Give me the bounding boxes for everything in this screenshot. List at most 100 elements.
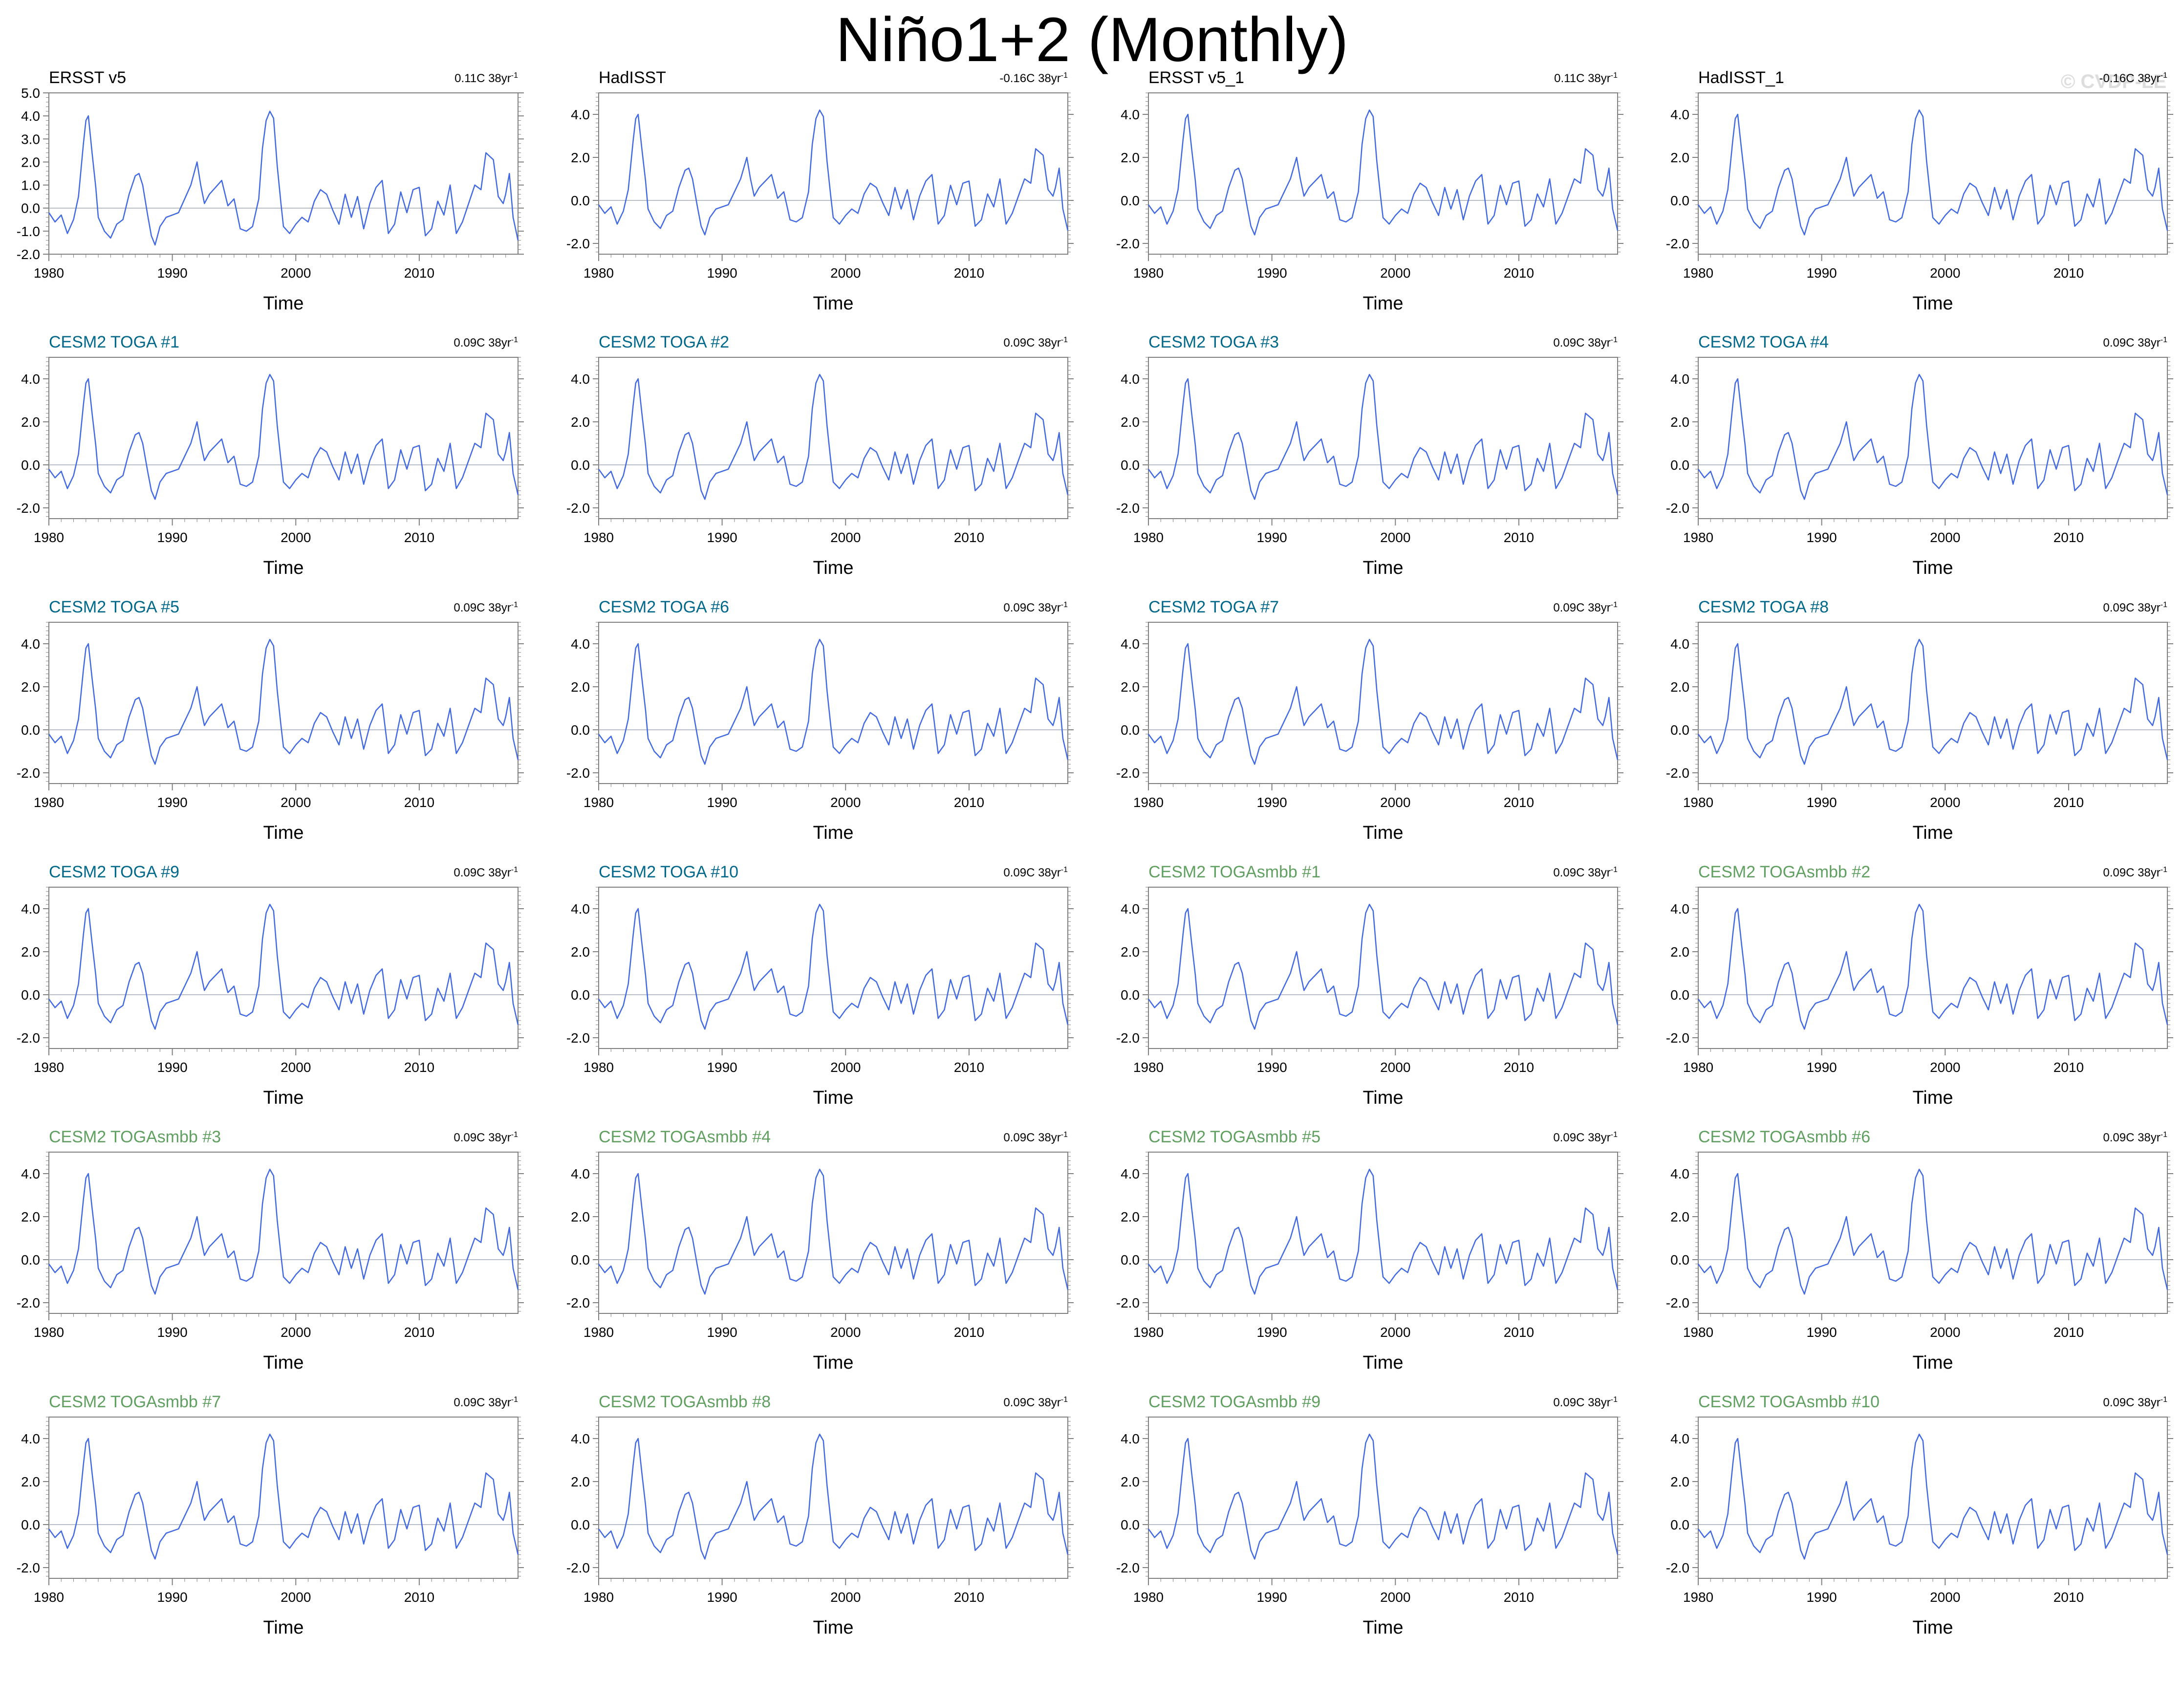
plot-frame	[598, 1417, 1068, 1579]
chart-svg: 4.0 2.0 0.0 -2.0 1980 1990 2000 2010	[17, 887, 524, 1075]
y-tick-label: 0.0	[1670, 987, 1689, 1003]
panel-title: CESM2 TOGA #1	[49, 333, 180, 351]
y-tick-label: 0.0	[571, 458, 590, 473]
panel-title: HadISST_1	[1698, 68, 1784, 87]
x-tick-label: 2010	[1504, 265, 1534, 281]
chart-panel: CESM2 TOGA #8 0.09C 38yr-1 4.0 2.0 0.0 -2.0 19…	[1649, 578, 2184, 843]
trend-exponent: -1	[2160, 1396, 2167, 1404]
chart-svg: 4.0 2.0 0.0 -2.0 1980 1990 2000 2010	[1666, 887, 2173, 1075]
x-tick-label: 1990	[707, 1060, 737, 1075]
x-tick-label: 2000	[281, 530, 311, 545]
x-tick-label: 1980	[1133, 265, 1164, 281]
series-line	[598, 1433, 1069, 1560]
trend-exponent: -1	[1610, 1396, 1618, 1404]
trend-value: 0.09C 38yr	[2103, 1396, 2161, 1409]
y-tick-label: -2.0	[1666, 501, 1689, 516]
x-tick-label: 1980	[1683, 265, 1713, 281]
x-tick-label: 1980	[1683, 530, 1713, 545]
y-tick-label: 2.0	[21, 679, 40, 695]
x-tick-label: 1990	[1806, 1590, 1837, 1605]
trend-label: 0.09C 38yr-1	[1553, 336, 1618, 350]
series-line	[48, 110, 519, 246]
panel-title: CESM2 TOGAsmbb #9	[1148, 1393, 1321, 1411]
x-axis-title: Time	[1912, 1617, 1953, 1638]
x-tick-label: 2010	[2054, 1325, 2084, 1340]
x-axis-title: Time	[813, 1088, 854, 1108]
trend-label: 0.09C 38yr-1	[1553, 1396, 1618, 1410]
plot-frame	[1698, 92, 2168, 255]
y-tick-label: 2.0	[571, 1474, 590, 1489]
y-tick-label: 0.0	[571, 193, 590, 208]
x-tick-label: 2000	[830, 1060, 861, 1075]
x-axis-title: Time	[1912, 1353, 1953, 1373]
y-tick-label: 4.0	[571, 371, 590, 387]
trend-label: 0.09C 38yr-1	[1003, 601, 1068, 615]
y-tick-label: 2.0	[21, 154, 40, 170]
x-tick-label: 2000	[830, 530, 861, 545]
x-tick-label: 2010	[404, 795, 434, 810]
y-tick-label: 2.0	[1121, 1209, 1140, 1224]
y-tick-label: 5.0	[21, 86, 40, 101]
chart-svg: 5.0 4.0 3.0 2.0 1.0 0.0 -1.0 -2.0 1980 1990 2000 20…	[17, 86, 524, 281]
y-tick-label: 2.0	[21, 415, 40, 430]
x-tick-label: 2000	[830, 795, 861, 810]
chart-panel: CESM2 TOGA #10 0.09C 38yr-1 4.0 2.0 0.0 -2.0 1…	[550, 843, 1087, 1108]
x-tick-label: 2000	[1930, 530, 1960, 545]
series-line	[48, 1433, 519, 1560]
chart-panel: CESM2 TOGAsmbb #1 0.09C 38yr-1 4.0 2.0 0.0 -2…	[1100, 843, 1637, 1108]
panel-title: CESM2 TOGA #3	[1148, 333, 1279, 351]
trend-label: 0.09C 38yr-1	[454, 336, 518, 350]
plot-frame	[1698, 1152, 2168, 1314]
y-tick-label: -2.0	[1666, 765, 1689, 781]
y-tick-label: -2.0	[17, 765, 40, 781]
panel-title: CESM2 TOGAsmbb #3	[49, 1128, 221, 1146]
trend-label: 0.09C 38yr-1	[1553, 1131, 1618, 1145]
y-tick-label: -2.0	[17, 501, 40, 516]
x-axis-title: Time	[813, 823, 854, 843]
x-tick-label: 1990	[1256, 265, 1287, 281]
y-tick-label: 4.0	[1121, 371, 1140, 387]
y-tick-label: 2.0	[571, 944, 590, 960]
x-tick-label: 1980	[584, 795, 614, 810]
y-tick-label: 0.0	[1121, 193, 1140, 208]
trend-exponent: -1	[1060, 1131, 1068, 1139]
y-tick-label: 4.0	[571, 901, 590, 917]
x-tick-label: 2010	[1504, 795, 1534, 810]
plot-frame	[1148, 1417, 1618, 1579]
x-tick-label: 2000	[830, 1325, 861, 1340]
plot-frame	[1148, 887, 1618, 1049]
trend-value: 0.09C 38yr	[1553, 1131, 1611, 1144]
chart-panel: CESM2 TOGA #3 0.09C 38yr-1 4.0 2.0 0.0 -2.0 19…	[1100, 313, 1637, 578]
chart-svg: 4.0 2.0 0.0 -2.0 1980 1990 2000 2010	[566, 622, 1074, 810]
trend-value: 0.09C 38yr	[2103, 866, 2161, 879]
x-tick-label: 2000	[1930, 265, 1960, 281]
trend-exponent: -1	[1060, 866, 1068, 874]
chart-svg: 4.0 2.0 0.0 -2.0 1980 1990 2000 2010	[566, 887, 1074, 1075]
x-tick-label: 1990	[1256, 1590, 1287, 1605]
y-tick-label: 4.0	[21, 1431, 40, 1446]
x-tick-label: 2010	[2054, 265, 2084, 281]
series-line	[598, 903, 1069, 1030]
series-line	[1697, 1433, 2168, 1560]
y-tick-label: 0.0	[1121, 458, 1140, 473]
y-tick-label: 0.0	[1670, 458, 1689, 473]
series-line	[598, 109, 1069, 236]
plot-frame	[598, 622, 1068, 784]
series-line	[1697, 903, 2168, 1030]
plot-frame	[1148, 622, 1618, 784]
y-tick-label: -2.0	[566, 1295, 590, 1310]
x-tick-label: 2010	[954, 1325, 984, 1340]
series-line	[1697, 373, 2168, 500]
x-tick-label: 2010	[954, 1060, 984, 1075]
panel-title: CESM2 TOGA #4	[1698, 333, 1829, 351]
plot-frame	[598, 92, 1068, 255]
trend-exponent: -1	[511, 336, 518, 344]
chart-svg: 4.0 2.0 0.0 -2.0 1980 1990 2000 2010	[566, 1152, 1074, 1340]
y-tick-label: 2.0	[1670, 1474, 1689, 1489]
y-tick-label: -2.0	[1116, 1560, 1140, 1575]
x-tick-label: 1980	[584, 1325, 614, 1340]
trend-exponent: -1	[1610, 601, 1618, 609]
x-tick-label: 2010	[404, 1325, 434, 1340]
chart-panel: CESM2 TOGA #1 0.09C 38yr-1 4.0 2.0 0.0 -2.0 19…	[0, 313, 538, 578]
y-tick-label: 2.0	[21, 1209, 40, 1224]
